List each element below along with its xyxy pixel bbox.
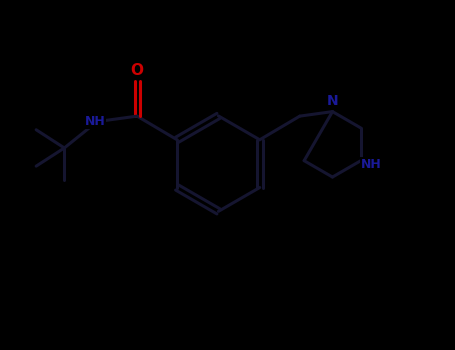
Text: NH: NH — [85, 115, 105, 128]
Text: O: O — [131, 63, 144, 78]
Text: N: N — [327, 94, 338, 108]
Text: NH: NH — [360, 158, 381, 171]
